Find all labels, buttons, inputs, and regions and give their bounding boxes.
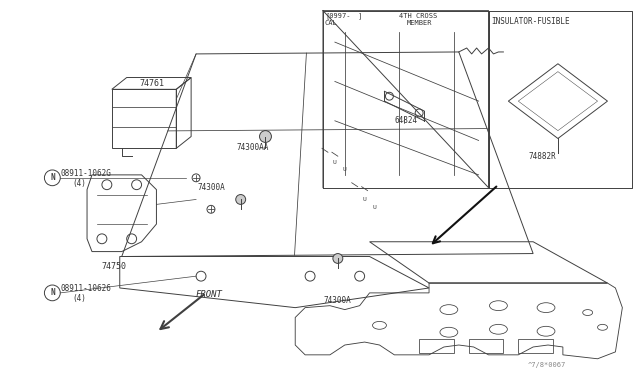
Text: U: U — [333, 160, 337, 164]
Bar — [518, 339, 553, 353]
Text: U: U — [363, 197, 367, 202]
Text: 74300A: 74300A — [197, 183, 225, 192]
Text: 08911-1062G: 08911-1062G — [60, 169, 111, 178]
Bar — [419, 339, 454, 353]
Text: (4): (4) — [72, 294, 86, 303]
Text: INSULATOR-FUSIBLE: INSULATOR-FUSIBLE — [492, 16, 570, 26]
Text: U: U — [343, 167, 347, 173]
Text: 08911-10626: 08911-10626 — [60, 284, 111, 293]
Text: [0997-: [0997- — [325, 13, 351, 19]
Text: N: N — [50, 173, 54, 182]
Text: 74882R: 74882R — [528, 152, 556, 161]
Text: ]: ] — [358, 13, 362, 19]
Text: 4TH CROSS: 4TH CROSS — [399, 13, 438, 19]
Text: ^7/8*0067: ^7/8*0067 — [528, 362, 566, 368]
Text: N: N — [50, 288, 54, 297]
Text: 74750: 74750 — [102, 262, 127, 272]
Text: CAL: CAL — [325, 20, 338, 26]
Text: MEMBER: MEMBER — [407, 20, 433, 26]
Text: 74300AA: 74300AA — [237, 144, 269, 153]
Text: U: U — [372, 205, 376, 210]
Bar — [468, 339, 504, 353]
Text: (4): (4) — [72, 179, 86, 188]
Text: 64824: 64824 — [394, 116, 417, 125]
Circle shape — [236, 195, 246, 204]
Text: 74300A: 74300A — [324, 296, 352, 305]
Text: FRONT: FRONT — [196, 290, 223, 299]
Circle shape — [260, 131, 271, 142]
Circle shape — [333, 254, 343, 263]
Text: 74761: 74761 — [140, 80, 164, 89]
